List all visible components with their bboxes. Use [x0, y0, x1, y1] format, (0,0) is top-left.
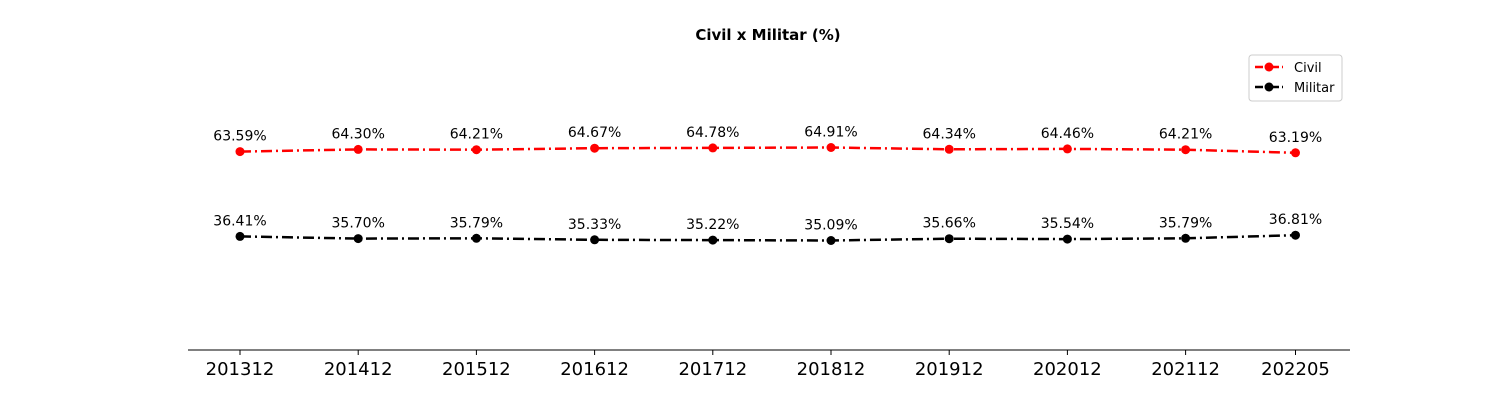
data-point-civil: [826, 143, 836, 152]
data-point-civil: [235, 147, 245, 157]
data-point-civil: [590, 143, 600, 153]
data-point-civil: [1062, 144, 1072, 154]
series-line-civil: [239, 146, 1296, 155]
series-lines: [239, 146, 1296, 242]
data-point-militar: [1062, 234, 1072, 244]
data-point-militar: [826, 236, 836, 245]
data-point-militar: [1181, 233, 1191, 243]
data-label-militar: 35.22%: [686, 217, 739, 233]
legend: Civil Militar: [1248, 54, 1343, 102]
legend-label-civil: Civil: [1294, 61, 1322, 76]
data-label-civil: 64.34%: [923, 126, 976, 142]
data-point-civil: [708, 143, 718, 153]
data-label-militar: 35.54%: [1041, 216, 1094, 232]
data-label-militar: 35.70%: [332, 216, 385, 232]
x-tick-label: 201512: [442, 359, 511, 380]
data-point-civil: [1181, 145, 1191, 155]
data-label-militar: 35.33%: [568, 217, 621, 233]
x-tick-label: 201812: [797, 359, 866, 380]
data-point-militar: [708, 235, 718, 245]
x-tick-label: 201712: [678, 359, 747, 380]
data-point-militar: [944, 234, 954, 244]
x-tick-label: 201312: [206, 359, 275, 380]
data-label-civil: 64.46%: [1041, 126, 1094, 142]
data-point-militar: [471, 233, 481, 243]
data-point-civil: [353, 144, 363, 154]
data-label-civil: 64.78%: [686, 125, 739, 141]
x-tick-label: 202205: [1261, 359, 1330, 380]
data-labels: 63.59% 64.30% 64.21% 64.67% 64.78% 64.91% 64.3…: [213, 125, 1322, 234]
x-tick-label: 201912: [915, 359, 984, 380]
x-tick-label: 202012: [1033, 359, 1102, 380]
data-label-militar: 36.41%: [213, 213, 266, 229]
x-tick-label: 202112: [1151, 359, 1220, 380]
data-label-civil: 64.21%: [1159, 127, 1212, 143]
data-point-civil: [944, 144, 954, 154]
x-axis-ticks: 201312 201412 201512 201612 201712 201812 2019…: [206, 350, 1330, 380]
data-point-militar: [590, 235, 600, 245]
data-label-civil: 64.67%: [568, 125, 621, 141]
data-point-militar: [235, 231, 245, 241]
data-label-civil: 64.21%: [450, 127, 503, 143]
chart-title: Civil x Militar (%): [695, 26, 840, 44]
data-label-militar: 35.79%: [1159, 215, 1212, 231]
x-tick-label: 201612: [560, 359, 629, 380]
series-markers: [235, 143, 1300, 245]
data-label-militar: 35.66%: [923, 216, 976, 232]
data-label-militar: 35.79%: [450, 215, 503, 231]
series-line-militar: [239, 233, 1296, 242]
data-point-civil: [1291, 148, 1300, 158]
data-point-militar: [353, 234, 363, 244]
legend-marker-militar: [1264, 82, 1274, 92]
legend-marker-civil: [1264, 62, 1274, 72]
data-label-civil: 64.91%: [804, 125, 857, 141]
data-point-civil: [471, 145, 481, 155]
data-label-civil: 64.30%: [332, 126, 385, 142]
data-label-militar: 36.81%: [1269, 212, 1322, 228]
data-label-civil: 63.59%: [213, 129, 266, 145]
data-point-militar: [1291, 230, 1300, 240]
data-label-militar: 35.09%: [804, 218, 857, 234]
data-label-civil: 63.19%: [1269, 130, 1322, 146]
legend-label-militar: Militar: [1294, 81, 1335, 96]
x-tick-label: 201412: [324, 359, 393, 380]
